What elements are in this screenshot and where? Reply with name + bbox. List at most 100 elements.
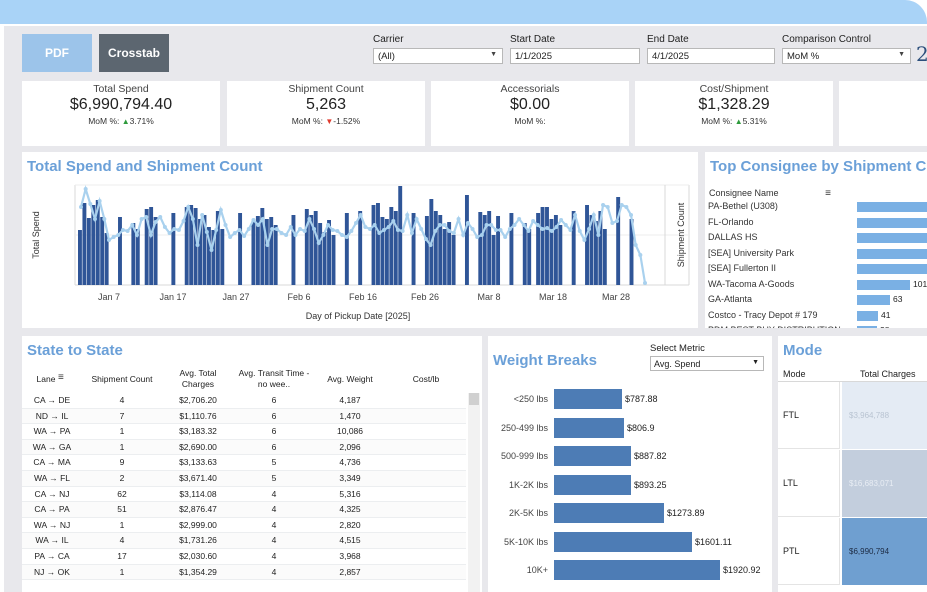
spend-bar[interactable] (545, 207, 549, 285)
shipment-count-point[interactable] (475, 235, 480, 239)
shipment-count-point[interactable] (615, 219, 620, 223)
shipment-count-point[interactable] (293, 233, 298, 237)
table-row[interactable]: NJ → OK 1 $1,354.29 4 2,857 (22, 564, 466, 581)
shipment-count-point[interactable] (106, 238, 111, 242)
shipment-count-point[interactable] (162, 225, 167, 229)
weight-break-bar[interactable] (554, 417, 624, 438)
shipment-count-point[interactable] (372, 223, 377, 227)
shipment-count-point[interactable] (172, 227, 177, 231)
shipment-count-point[interactable] (591, 213, 596, 217)
shipment-count-point[interactable] (447, 229, 452, 233)
spend-bar[interactable] (220, 229, 225, 285)
shipment-count-point[interactable] (484, 223, 489, 227)
shipment-count-point[interactable] (405, 213, 410, 217)
shipment-count-point[interactable] (195, 243, 200, 247)
shipment-count-point[interactable] (92, 217, 97, 221)
shipment-count-point[interactable] (181, 219, 186, 223)
shipment-count-point[interactable] (340, 233, 345, 237)
shipment-count-point[interactable] (381, 228, 386, 232)
shipment-count-point[interactable] (125, 229, 130, 233)
shipment-count-point[interactable] (330, 228, 335, 232)
shipment-count-point[interactable] (461, 233, 466, 237)
shipment-count-point[interactable] (512, 223, 517, 227)
shipment-count-point[interactable] (563, 223, 568, 227)
spend-bar[interactable] (153, 217, 158, 285)
shipment-count-point[interactable] (395, 228, 400, 232)
weight-break-bar[interactable] (554, 531, 692, 552)
shipment-count-point[interactable] (134, 233, 139, 237)
spend-bar[interactable] (496, 216, 501, 285)
crosstab-button[interactable]: Crosstab (99, 34, 169, 72)
spend-bar[interactable] (376, 203, 380, 285)
spend-bar[interactable] (571, 211, 576, 285)
shipment-count-point[interactable] (535, 223, 540, 227)
shipment-count-point[interactable] (335, 229, 340, 233)
spend-bar[interactable] (380, 217, 385, 285)
shipment-count-point[interactable] (521, 223, 526, 227)
spend-bar[interactable] (424, 216, 429, 285)
spend-bar[interactable] (273, 225, 278, 285)
shipment-count-point[interactable] (433, 229, 438, 233)
spend-bar[interactable] (309, 215, 314, 285)
spend-bar[interactable] (447, 222, 452, 285)
spend-bar[interactable] (398, 186, 403, 285)
shipment-count-point[interactable] (493, 228, 498, 232)
spend-bar[interactable] (135, 229, 140, 285)
spend-bar[interactable] (104, 233, 109, 285)
spend-bar[interactable] (131, 223, 136, 285)
shipment-count-point[interactable] (619, 203, 624, 207)
spend-bar[interactable] (251, 221, 256, 285)
spend-bar[interactable] (327, 220, 331, 285)
spend-bar[interactable] (255, 216, 260, 285)
spend-bar[interactable] (371, 205, 376, 285)
shipment-count-point[interactable] (274, 227, 279, 231)
spend-bar[interactable] (304, 209, 309, 285)
weight-break-bar[interactable] (554, 503, 664, 523)
spend-bar[interactable] (291, 215, 296, 285)
state-column-header[interactable]: Lane (36, 374, 56, 384)
table-row[interactable]: CA → PA 51 $2,876.47 4 4,325 (22, 502, 466, 518)
spend-bar[interactable] (344, 213, 349, 285)
spend-bar[interactable] (78, 230, 82, 285)
weight-break-bar[interactable] (554, 389, 622, 409)
spend-bar[interactable] (558, 225, 563, 285)
spend-bar[interactable] (442, 229, 447, 285)
comparison-dropdown[interactable]: MoM % ▼ (782, 48, 911, 64)
spend-bar[interactable] (433, 211, 438, 285)
table-row[interactable]: WA → NJ 1 $2,999.00 4 2,820 (22, 517, 466, 534)
spend-bar[interactable] (171, 213, 176, 285)
shipment-count-point[interactable] (377, 231, 382, 235)
shipment-count-point[interactable] (386, 225, 391, 229)
spend-bar[interactable] (318, 223, 323, 285)
spend-bar[interactable] (549, 219, 554, 285)
shipment-count-point[interactable] (451, 231, 456, 235)
mode-charges-cell[interactable] (842, 382, 927, 449)
shipment-count-point[interactable] (200, 213, 205, 217)
spend-bar[interactable] (589, 215, 594, 285)
shipment-count-point[interactable] (153, 220, 158, 224)
spend-bar[interactable] (82, 203, 87, 285)
state-column-header[interactable]: Avg. Weight (327, 374, 373, 384)
shipment-count-point[interactable] (186, 205, 191, 209)
shipment-count-point[interactable] (526, 229, 531, 233)
shipment-count-point[interactable] (391, 219, 396, 223)
sort-icon[interactable]: ≡ (825, 188, 831, 199)
state-column-header[interactable]: Avg. Transit Time - no wee.. (238, 368, 310, 389)
shipment-count-point[interactable] (344, 235, 349, 239)
shipment-count-point[interactable] (498, 228, 503, 232)
spend-bar[interactable] (198, 219, 203, 285)
shipment-count-point[interactable] (79, 205, 83, 209)
shipment-count-point[interactable] (312, 227, 317, 231)
shipment-count-point[interactable] (367, 227, 372, 231)
spend-bar[interactable] (616, 197, 621, 285)
weight-break-bar[interactable] (554, 446, 631, 466)
spend-bar[interactable] (478, 212, 483, 285)
shipment-count-point[interactable] (423, 237, 428, 241)
spend-bar[interactable] (482, 215, 487, 285)
shipment-count-point[interactable] (102, 217, 107, 221)
shipment-count-point[interactable] (302, 229, 307, 233)
shipment-count-point[interactable] (176, 228, 181, 232)
spend-bar[interactable] (144, 209, 149, 285)
shipment-count-point[interactable] (549, 229, 554, 233)
shipment-count-point[interactable] (409, 231, 414, 235)
